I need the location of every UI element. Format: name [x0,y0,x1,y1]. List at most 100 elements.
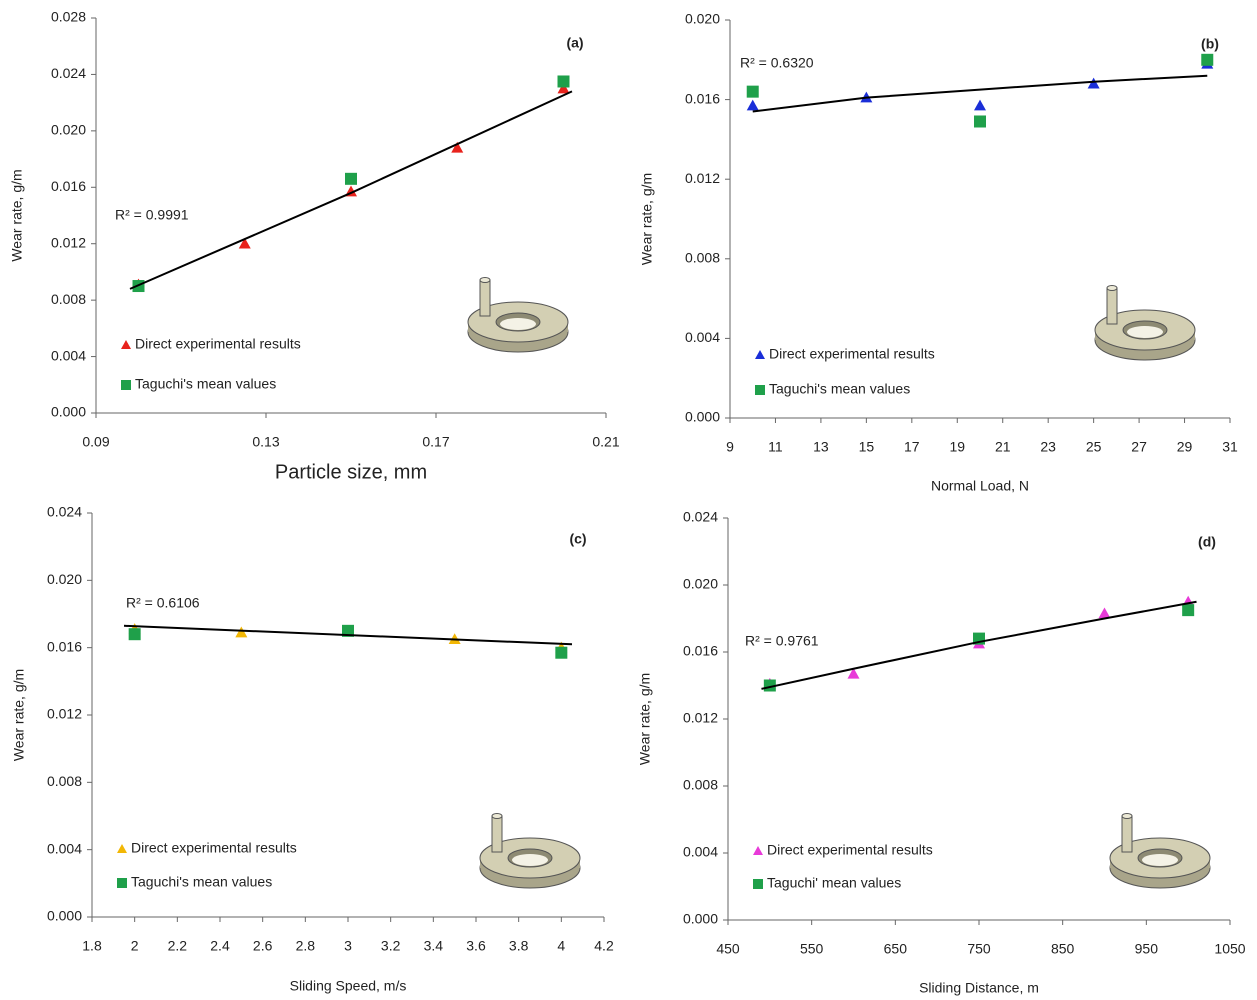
x-axis-title: Particle size, mm [275,461,427,483]
x-tick-label: 0.21 [592,434,619,450]
x-tick-label: 27 [1131,439,1147,455]
x-axis-title: Sliding Distance, m [919,980,1039,996]
triangle-marker [1087,77,1100,89]
legend-marker [755,350,765,359]
trend-line [761,600,1197,690]
panel-label: (a) [566,35,583,51]
y-tick-label: 0.012 [51,234,86,250]
trend-line [123,624,573,646]
x-axis-title: Sliding Speed, m/s [290,978,407,994]
y-tick-label: 0.012 [683,710,718,726]
y-tick-label: 0.008 [683,777,718,793]
legend-marker [121,340,131,349]
y-tick-label: 0.004 [683,844,718,860]
legend-label: Taguchi's mean values [131,874,272,890]
legend-marker [117,844,127,853]
panel-label: (b) [1201,36,1219,52]
panel-label: (d) [1198,534,1216,550]
y-tick-label: 0.024 [51,65,86,81]
x-tick-label: 2 [131,938,139,954]
y-tick-label: 0.016 [683,643,718,659]
y-tick-label: 0.004 [51,347,86,363]
y-tick-label: 0.004 [47,840,82,856]
y-tick-label: 0.004 [685,329,720,345]
y-tick-label: 0.028 [51,9,86,25]
y-tick-label: 0.024 [47,504,82,520]
x-tick-label: 25 [1086,439,1102,455]
panel-label: (c) [569,531,586,547]
legend-label: Direct experimental results [767,842,933,858]
x-tick-label: 750 [967,941,991,957]
r-squared: R² = 0.6106 [126,595,200,611]
legend-marker [753,879,763,889]
square-marker [1182,604,1195,617]
triangle-marker [847,667,860,679]
square-marker [746,85,759,98]
pin-on-disc-icon [1094,285,1196,361]
x-tick-label: 1.8 [82,938,102,954]
x-tick-label: 11 [768,439,783,455]
trend-line [129,90,573,290]
y-tick-label: 0.020 [47,571,82,587]
legend-label: Taguchi' mean values [767,875,901,891]
legend-label: Taguchi's mean values [769,381,910,397]
x-tick-label: 450 [716,941,740,957]
x-tick-label: 2.6 [253,938,273,954]
y-tick-label: 0.016 [47,638,82,654]
triangle-marker [746,99,759,111]
y-axis-title: Wear rate, g/m [11,669,27,761]
x-tick-label: 29 [1177,439,1193,455]
x-tick-label: 3.6 [466,938,486,954]
x-tick-label: 550 [800,941,824,957]
square-marker [974,115,986,128]
pin-on-disc-icon [467,277,569,353]
y-axis-title: Wear rate, g/m [637,673,653,765]
x-tick-label: 0.09 [82,434,109,450]
square-marker [1201,53,1214,66]
legend-marker [121,380,131,390]
r-squared: R² = 0.9991 [115,207,189,223]
y-tick-label: 0.000 [685,409,720,425]
x-tick-label: 950 [1135,941,1159,957]
x-tick-label: 31 [1222,439,1238,455]
square-marker [345,172,357,185]
x-tick-label: 13 [813,439,829,455]
triangle-marker [451,141,464,153]
square-marker [128,628,141,641]
y-tick-label: 0.000 [47,908,82,924]
y-axis-title: Wear rate, g/m [639,173,655,265]
pin-on-disc-icon [1109,813,1211,889]
triangle-marker [1098,607,1111,619]
y-tick-label: 0.000 [51,404,86,420]
x-tick-label: 0.17 [422,434,449,450]
x-tick-label: 9 [726,439,734,455]
r-squared: R² = 0.9761 [745,633,819,649]
x-tick-label: 2.2 [168,938,188,954]
x-tick-label: 15 [859,439,875,455]
legend-label: Direct experimental results [769,346,935,362]
x-tick-label: 4 [557,938,565,954]
y-tick-label: 0.000 [683,911,718,927]
x-tick-label: 4.2 [594,938,614,954]
x-axis-title: Normal Load, N [931,478,1029,494]
triangle-marker [238,237,251,249]
triangle-marker [235,626,248,638]
square-marker [342,624,354,637]
legend-label: Taguchi's mean values [135,376,276,392]
y-tick-label: 0.012 [47,706,82,722]
y-tick-label: 0.020 [683,576,718,592]
x-tick-label: 3 [344,938,352,954]
x-tick-label: 1050 [1214,941,1245,957]
triangle-marker [974,99,986,111]
x-tick-label: 17 [904,439,920,455]
x-tick-label: 2.8 [296,938,316,954]
triangle-marker [557,82,570,94]
x-tick-label: 3.8 [509,938,529,954]
y-tick-label: 0.020 [685,11,720,27]
y-tick-label: 0.020 [51,122,86,138]
x-tick-label: 0.13 [252,434,279,450]
square-marker [555,646,568,659]
legend-label: Direct experimental results [135,336,301,352]
x-tick-label: 19 [949,439,965,455]
x-tick-label: 2.4 [210,938,230,954]
